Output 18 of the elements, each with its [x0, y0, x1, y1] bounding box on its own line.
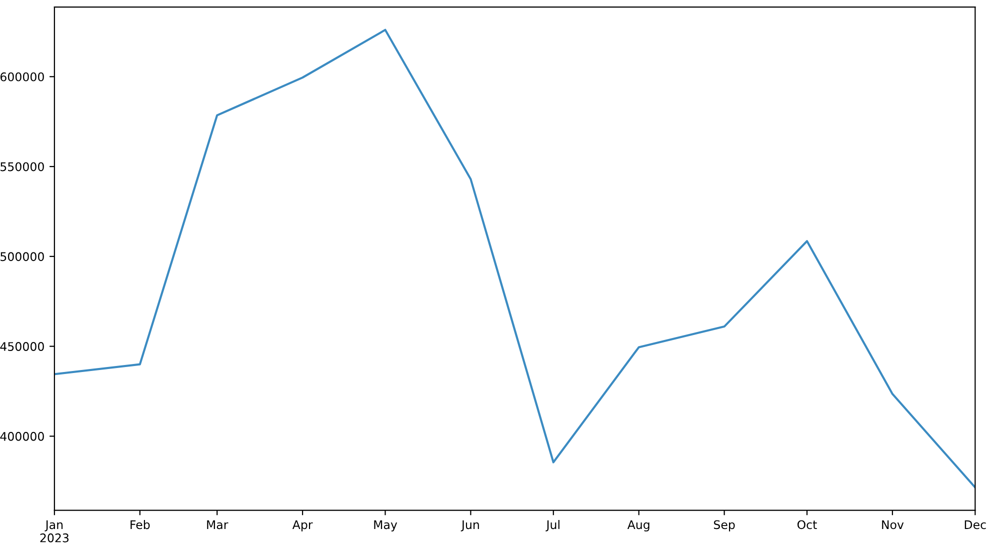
x-tick-label: Oct [797, 520, 817, 530]
x-tick-label: Aug [627, 520, 650, 532]
x-tick-label: Jul [546, 520, 560, 532]
line-series [54, 28, 976, 488]
y-tick-label: 600000 [0, 72, 44, 82]
x-tick-label: Feb [130, 520, 150, 530]
x-tick-label: Sep [714, 520, 735, 532]
x-tick-label: May [374, 520, 398, 532]
x-tick-label: Dec [964, 520, 986, 530]
x-tick-label: Apr [292, 520, 313, 532]
y-tick-label: 500000 [0, 252, 44, 262]
x-tick-label: Nov [882, 520, 904, 530]
x-tick-label: Mar [207, 520, 228, 530]
x-tick-label: Jan 2023 [40, 520, 69, 542]
x-tick-label: Jun [460, 520, 479, 532]
y-tick-label: 550000 [0, 162, 44, 172]
y-tick-label: 450000 [0, 342, 44, 351]
y-tick-label: 400000 [0, 432, 44, 441]
